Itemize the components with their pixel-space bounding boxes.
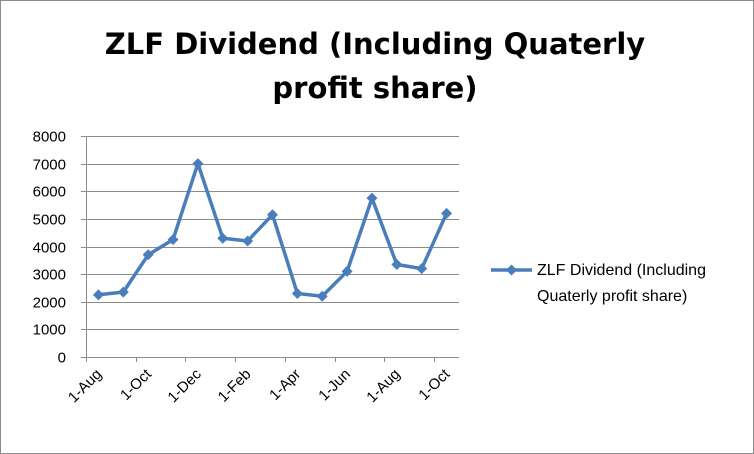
data-point-marker <box>242 235 254 247</box>
data-point-marker <box>167 234 179 246</box>
gridlines <box>86 136 459 330</box>
x-tick-label: 1-Jun <box>315 366 354 405</box>
y-tick-label: 0 <box>58 350 66 367</box>
legend-diamond-marker <box>506 264 517 276</box>
y-tick-label: 7000 <box>33 157 66 174</box>
data-point-marker <box>391 258 403 270</box>
data-point-marker <box>441 207 453 219</box>
chart-title-line-1: ZLF Dividend (Including Quaterly <box>104 27 646 61</box>
axes <box>81 136 459 362</box>
x-tick-label: 1-Aug <box>363 366 403 406</box>
data-point-marker <box>416 263 428 275</box>
x-axis-tick-labels: 1-Aug 1-Oct 1-Dec 1-Feb 1-Apr 1-Jun 1-Aug 1-Oct <box>65 365 454 406</box>
data-point-marker <box>217 232 229 244</box>
data-point-marker <box>366 192 378 204</box>
x-tick-label: 1-Feb <box>215 366 255 406</box>
legend-label-line-2: Quaterly profit share) <box>537 288 687 305</box>
y-tick-label: 2000 <box>33 295 66 312</box>
chart-title-line-2: profit share) <box>272 71 478 105</box>
legend-label-line-1: ZLF Dividend (Including <box>537 262 706 279</box>
y-tick-label: 5000 <box>33 212 66 229</box>
data-point-marker <box>192 158 204 170</box>
data-point-marker <box>142 249 154 261</box>
legend: ZLF Dividend (Including Quaterly profit … <box>491 262 706 305</box>
x-tick-label: 1-Apr <box>266 366 304 404</box>
data-point-marker <box>92 289 104 301</box>
data-point-marker <box>267 209 278 221</box>
data-point-marker <box>117 286 129 298</box>
chart-title: ZLF Dividend (Including Quaterly profit … <box>60 22 690 110</box>
data-point-marker <box>316 290 328 302</box>
y-tick-label: 8000 <box>33 129 66 146</box>
y-tick-label: 3000 <box>33 267 66 284</box>
x-tick-label: 1-Oct <box>117 365 156 404</box>
data-point-marker <box>341 265 353 277</box>
y-tick-label: 4000 <box>33 240 66 257</box>
y-tick-label: 1000 <box>33 322 66 339</box>
x-tick-label: 1-Oct <box>415 365 454 404</box>
series-polyline <box>98 161 449 298</box>
x-tick-label: 1-Aug <box>65 366 105 406</box>
y-tick-label: 6000 <box>33 184 66 201</box>
x-tick-label: 1-Dec <box>164 365 205 406</box>
y-axis-tick-labels: 0 1000 2000 3000 4000 5000 6000 7000 8000 <box>33 129 66 367</box>
data-point-marker <box>291 287 303 299</box>
series-line <box>92 158 453 302</box>
